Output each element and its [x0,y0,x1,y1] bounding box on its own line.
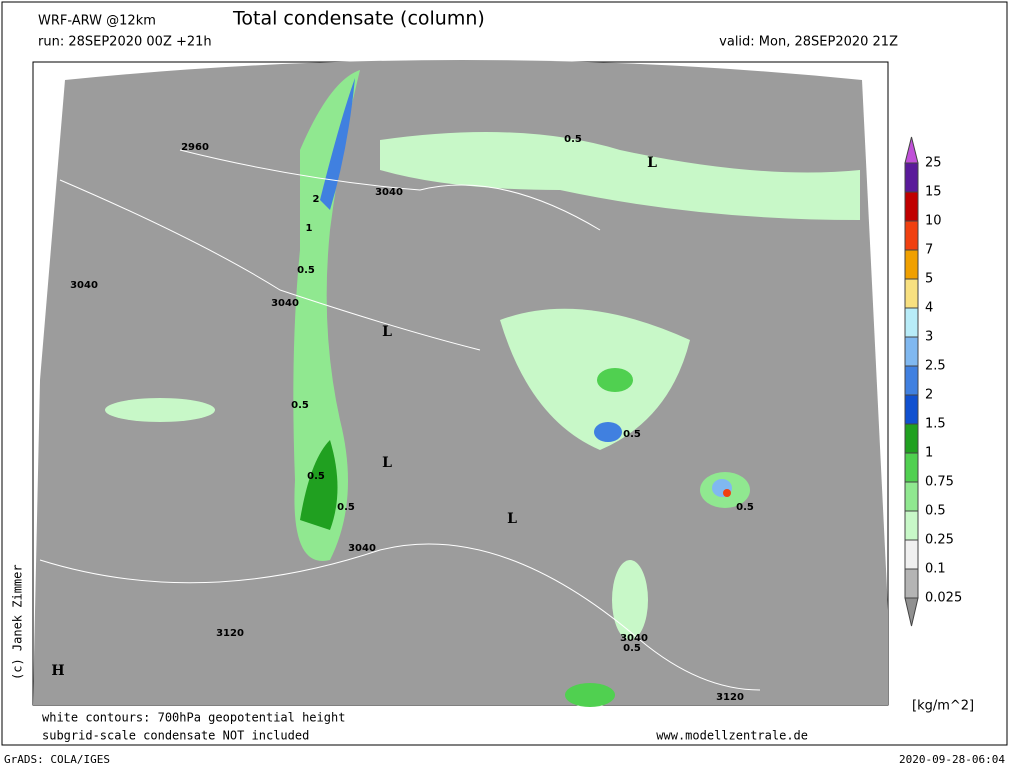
site: www.modellzentrale.de [656,729,808,743]
legend-label: 10 [925,214,942,229]
legend-label: 2 [925,388,933,403]
legend-label: 0.025 [925,591,962,606]
contour [59,179,481,351]
note: white contours: 700hPa geopotential heig… [42,711,345,725]
colorbar-box [904,278,919,309]
colorbar-box [904,307,919,338]
legend-label: 0.75 [925,475,954,490]
map-label: 3120 [216,628,244,639]
map-label: 3040 [375,187,403,198]
map-label: 0.5 [623,643,641,654]
map-label: L [647,155,657,171]
colorbar-box [904,249,919,280]
legend-label: 1.5 [925,417,946,432]
precip [293,70,360,561]
copyright: (c) Janek Zimmer [11,564,25,680]
map-area [33,60,888,705]
legend-label: 5 [925,272,933,287]
precip [500,308,690,450]
software: GrADS: COLA/IGES [4,753,110,766]
timestamp: 2020-09-28-06:04 [899,753,1005,766]
map-label: L [507,511,517,527]
legend-label: 7 [925,243,933,258]
colorbar-box [904,423,919,454]
precip [612,560,648,640]
map-label: L [382,455,392,471]
legend-label: 4 [925,301,933,316]
map-label: 2960 [181,142,209,153]
legend-label: 2.5 [925,359,946,374]
legend-label: 25 [925,156,942,171]
map-label: 3040 [620,633,648,644]
legend-label: 0.1 [925,562,946,577]
map-label: 0.5 [337,502,355,513]
map-label: H [51,663,64,679]
map-label: 3040 [348,543,376,554]
colorbar-box [904,394,919,425]
precip [300,440,338,530]
colorbar-box [904,220,919,251]
valid: valid: Mon, 28SEP2020 21Z [719,35,898,50]
colorbar-box [904,510,919,541]
map-label: 0.5 [297,265,315,276]
map-label: 1 [306,223,313,234]
colorbar-cap [904,597,919,627]
note: subgrid-scale condensate NOT included [42,729,309,743]
legend-label: 15 [925,185,942,200]
precip [105,398,215,422]
map-label: 3040 [271,298,299,309]
legend-label: 0.5 [925,504,946,519]
colorbar-box [904,568,919,599]
legend-label: 1 [925,446,933,461]
map: 2960 3040 3040 3040 3040 3040 3120 3120 L L L L H 2 1 0… [32,60,889,707]
map-label: 0.5 [307,471,325,482]
map-label: 2 [313,194,320,205]
colorbar-box [904,539,919,570]
map-label: 3120 [716,692,744,703]
map-label: L [382,324,392,340]
map-label: 0.5 [564,134,582,145]
precip [597,368,633,392]
contour [179,149,601,231]
colorbar-box [904,452,919,483]
contour [39,543,761,691]
colorbar-box [904,481,919,512]
map-label: 0.5 [291,400,309,411]
legend-label: 3 [925,330,933,345]
legend-unit: [kg/m^2] [912,699,974,714]
map-label: 3040 [70,280,98,291]
precip [380,132,860,220]
precip [565,683,615,707]
precip [723,489,731,497]
colorbar-box [904,365,919,396]
precip [320,78,355,210]
title: Total condensate (column) [232,8,485,30]
legend-label: 0.25 [925,533,954,548]
colorbar-box [904,191,919,222]
map-label: 0.5 [736,502,754,513]
precip [594,422,622,442]
model: WRF-ARW @12km [38,14,156,29]
colorbar-box [904,162,919,193]
run: run: 28SEP2020 00Z +21h [38,35,212,50]
map-label: 0.5 [623,429,641,440]
colorbar-box [904,336,919,367]
